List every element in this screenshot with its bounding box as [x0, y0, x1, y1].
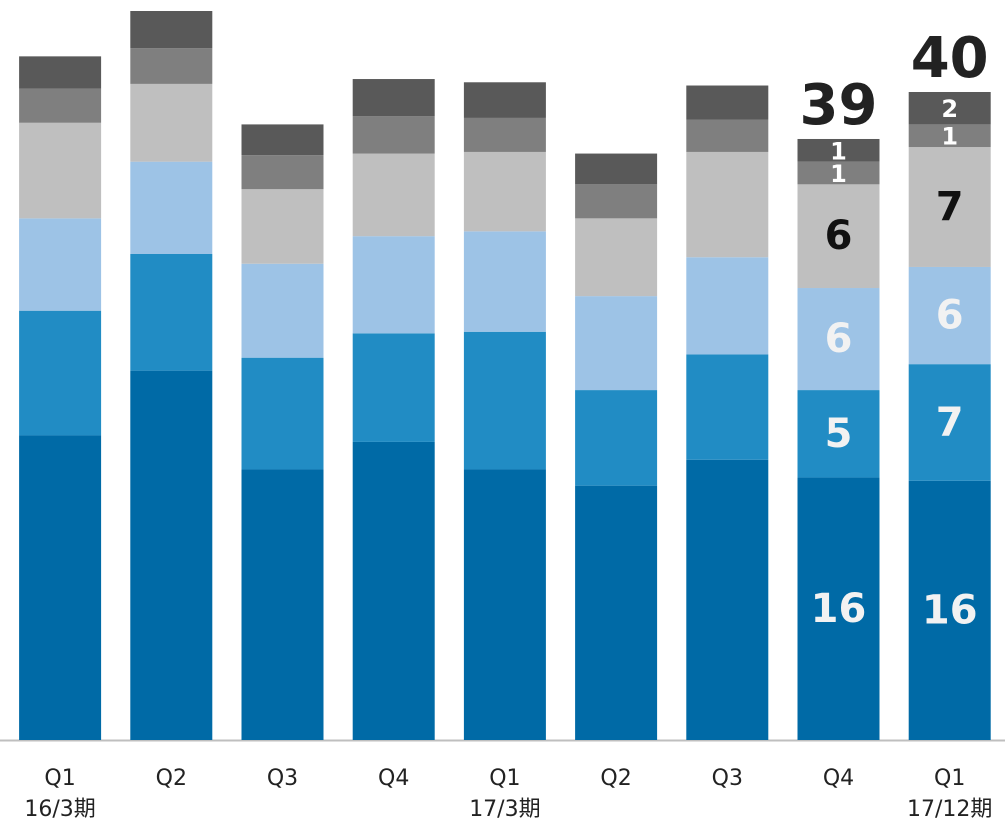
- value-label: 1: [830, 137, 847, 165]
- bar-segment: [130, 48, 213, 84]
- bar-segment: [463, 231, 546, 332]
- bar-segment: [130, 370, 213, 740]
- bar-segment: [352, 236, 435, 334]
- value-label: 2: [941, 95, 958, 123]
- bar-segment: [19, 310, 102, 436]
- bar-segment: [797, 161, 880, 185]
- value-label: 1: [941, 123, 958, 151]
- bar-segment: [686, 85, 769, 120]
- bar-segment: [908, 480, 991, 740]
- bar-segment: [575, 296, 658, 391]
- bar-segment: [241, 124, 324, 156]
- bar-segment: [19, 218, 102, 311]
- total-label: 40: [911, 26, 989, 91]
- bar-segment: [797, 390, 880, 478]
- bar-segment: [463, 469, 546, 740]
- bar-segment: [686, 354, 769, 460]
- x-tick-label: Q1: [489, 766, 520, 791]
- bar-segment: [130, 161, 213, 254]
- bar-segment: [575, 184, 658, 219]
- value-label: 1: [830, 160, 847, 188]
- bar-segment: [575, 153, 658, 185]
- bar-segment: [908, 124, 991, 148]
- bar-segment: [130, 83, 213, 162]
- value-label: 7: [936, 184, 964, 230]
- x-tick-label: Q3: [712, 766, 743, 791]
- x-tick-label: Q4: [823, 766, 854, 791]
- bar-segment: [241, 469, 324, 740]
- bar-segment: [19, 435, 102, 740]
- bar-segment: [575, 485, 658, 740]
- bar-segment: [463, 82, 546, 118]
- bar-segment: [130, 254, 213, 371]
- bar-segment: [19, 56, 102, 89]
- bar-segment: [241, 189, 324, 264]
- x-tick-label: Q2: [600, 766, 631, 791]
- total-label: 39: [800, 73, 878, 138]
- value-label: 6: [825, 213, 853, 259]
- bar-segment: [908, 92, 991, 125]
- bar-segment: [797, 477, 880, 740]
- bar-segment: [908, 364, 991, 481]
- value-label: 5: [825, 411, 853, 457]
- period-label: 16/3期: [24, 797, 95, 822]
- bar-segment: [241, 155, 324, 190]
- bar-segment: [463, 151, 546, 232]
- value-label: 6: [825, 316, 853, 362]
- bar-segment: [130, 11, 213, 49]
- value-label: 6: [936, 293, 964, 339]
- bar-segment: [352, 79, 435, 117]
- bar-segment: [19, 88, 102, 123]
- x-tick-label: Q1: [44, 766, 75, 791]
- bar-segment: [241, 357, 324, 470]
- bar-segment: [241, 263, 324, 358]
- bar-segment: [352, 333, 435, 442]
- bar-segment: [352, 441, 435, 740]
- bar-segment: [797, 184, 880, 289]
- bar-segment: [908, 147, 991, 267]
- bar-segment: [463, 117, 546, 152]
- bar-segment: [797, 288, 880, 391]
- bar-segment: [463, 331, 546, 470]
- value-label: 16: [922, 587, 978, 633]
- bar-segment: [575, 218, 658, 297]
- bar-segment: [797, 138, 880, 162]
- bar-segment: [352, 116, 435, 154]
- bar-segment: [352, 153, 435, 237]
- x-tick-label: Q2: [156, 766, 187, 791]
- x-tick-label: Q3: [267, 766, 298, 791]
- period-label: 17/3期: [469, 797, 540, 822]
- bar-segment: [575, 390, 658, 486]
- bar-segment: [686, 459, 769, 740]
- period-label: 17/12期: [907, 797, 992, 822]
- value-label: 16: [811, 586, 867, 632]
- bar-segment: [686, 151, 769, 258]
- value-label: 7: [936, 399, 964, 445]
- bar-segment: [686, 119, 769, 152]
- bar-segment: [19, 122, 102, 219]
- bar-segment: [908, 266, 991, 365]
- bar-segment: [686, 257, 769, 355]
- x-tick-label: Q1: [934, 766, 965, 791]
- x-tick-label: Q4: [378, 766, 409, 791]
